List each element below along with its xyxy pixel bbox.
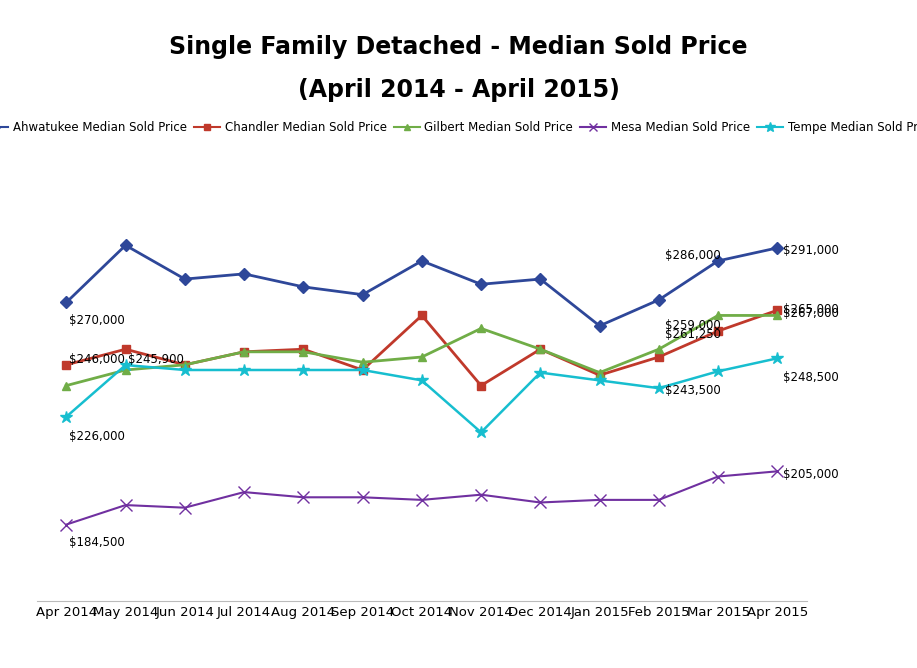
Line: Tempe Median Sold Price: Tempe Median Sold Price <box>60 352 784 439</box>
Text: $267,000: $267,000 <box>783 307 839 319</box>
Legend: Ahwatukee Median Sold Price, Chandler Median Sold Price, Gilbert Median Sold Pri: Ahwatukee Median Sold Price, Chandler Me… <box>0 116 917 138</box>
Chandler Median Sold Price <box>120 345 131 353</box>
Mesa Median Sold Price <box>653 496 664 504</box>
Mesa Median Sold Price <box>238 488 249 496</box>
Chandler Median Sold Price <box>653 353 664 361</box>
Gilbert Median Sold Price <box>416 353 427 361</box>
Chandler Median Sold Price <box>298 345 309 353</box>
Gilbert Median Sold Price <box>357 358 368 366</box>
Text: $270,000: $270,000 <box>69 314 125 327</box>
Gilbert Median Sold Price <box>298 348 309 356</box>
Text: $261,250: $261,250 <box>666 329 722 341</box>
Gilbert Median Sold Price <box>772 311 783 319</box>
Gilbert Median Sold Price <box>535 345 546 353</box>
Text: $184,500: $184,500 <box>69 536 125 549</box>
Ahwatukee Median Sold Price <box>298 283 309 291</box>
Ahwatukee Median Sold Price <box>713 257 724 265</box>
Chandler Median Sold Price <box>713 327 724 335</box>
Text: $291,000: $291,000 <box>783 244 839 257</box>
Gilbert Median Sold Price <box>476 325 487 333</box>
Chandler Median Sold Price <box>416 311 427 319</box>
Chandler Median Sold Price <box>772 306 783 314</box>
Mesa Median Sold Price <box>180 504 191 512</box>
Mesa Median Sold Price <box>61 520 72 528</box>
Tempe Median Sold Price <box>772 354 783 362</box>
Tempe Median Sold Price <box>180 366 191 374</box>
Gilbert Median Sold Price <box>594 369 605 377</box>
Ahwatukee Median Sold Price <box>61 299 72 307</box>
Text: $205,000: $205,000 <box>783 468 838 480</box>
Ahwatukee Median Sold Price <box>653 296 664 304</box>
Text: $226,000: $226,000 <box>69 430 125 443</box>
Tempe Median Sold Price <box>238 366 249 374</box>
Mesa Median Sold Price <box>772 468 783 476</box>
Chandler Median Sold Price <box>594 371 605 379</box>
Tempe Median Sold Price <box>653 384 664 392</box>
Line: Mesa Median Sold Price: Mesa Median Sold Price <box>61 466 783 530</box>
Tempe Median Sold Price <box>416 376 427 384</box>
Mesa Median Sold Price <box>416 496 427 504</box>
Text: $245,900: $245,900 <box>128 353 184 366</box>
Tempe Median Sold Price <box>713 367 724 375</box>
Text: $248,500: $248,500 <box>783 371 839 384</box>
Ahwatukee Median Sold Price <box>120 241 131 249</box>
Chandler Median Sold Price <box>180 361 191 369</box>
Ahwatukee Median Sold Price <box>535 275 546 283</box>
Ahwatukee Median Sold Price <box>238 270 249 278</box>
Ahwatukee Median Sold Price <box>772 244 783 252</box>
Gilbert Median Sold Price <box>120 366 131 374</box>
Tempe Median Sold Price <box>535 369 546 377</box>
Mesa Median Sold Price <box>357 493 368 501</box>
Text: $286,000: $286,000 <box>666 249 721 262</box>
Line: Gilbert Median Sold Price: Gilbert Median Sold Price <box>62 311 781 389</box>
Text: $246,000: $246,000 <box>69 353 125 366</box>
Chandler Median Sold Price <box>61 361 72 369</box>
Text: Single Family Detached - Median Sold Price: Single Family Detached - Median Sold Pri… <box>170 35 747 59</box>
Mesa Median Sold Price <box>298 493 309 501</box>
Text: $265,000: $265,000 <box>783 303 839 317</box>
Chandler Median Sold Price <box>357 366 368 374</box>
Chandler Median Sold Price <box>476 381 487 389</box>
Chandler Median Sold Price <box>238 348 249 356</box>
Text: (April 2014 - April 2015): (April 2014 - April 2015) <box>297 78 620 102</box>
Ahwatukee Median Sold Price <box>476 281 487 289</box>
Mesa Median Sold Price <box>535 498 546 506</box>
Line: Ahwatukee Median Sold Price: Ahwatukee Median Sold Price <box>62 241 781 330</box>
Gilbert Median Sold Price <box>713 311 724 319</box>
Gilbert Median Sold Price <box>653 345 664 353</box>
Tempe Median Sold Price <box>476 428 487 436</box>
Line: Chandler Median Sold Price: Chandler Median Sold Price <box>62 306 781 389</box>
Text: $259,000: $259,000 <box>666 319 721 332</box>
Mesa Median Sold Price <box>120 501 131 509</box>
Ahwatukee Median Sold Price <box>180 275 191 283</box>
Mesa Median Sold Price <box>594 496 605 504</box>
Ahwatukee Median Sold Price <box>594 322 605 330</box>
Tempe Median Sold Price <box>61 413 72 421</box>
Ahwatukee Median Sold Price <box>416 257 427 265</box>
Tempe Median Sold Price <box>357 366 368 374</box>
Ahwatukee Median Sold Price <box>357 291 368 299</box>
Tempe Median Sold Price <box>120 361 131 369</box>
Gilbert Median Sold Price <box>238 348 249 356</box>
Tempe Median Sold Price <box>594 376 605 384</box>
Mesa Median Sold Price <box>713 472 724 480</box>
Text: $243,500: $243,500 <box>666 384 721 397</box>
Chandler Median Sold Price <box>535 345 546 353</box>
Tempe Median Sold Price <box>298 366 309 374</box>
Gilbert Median Sold Price <box>61 381 72 389</box>
Mesa Median Sold Price <box>476 491 487 499</box>
Gilbert Median Sold Price <box>180 361 191 369</box>
